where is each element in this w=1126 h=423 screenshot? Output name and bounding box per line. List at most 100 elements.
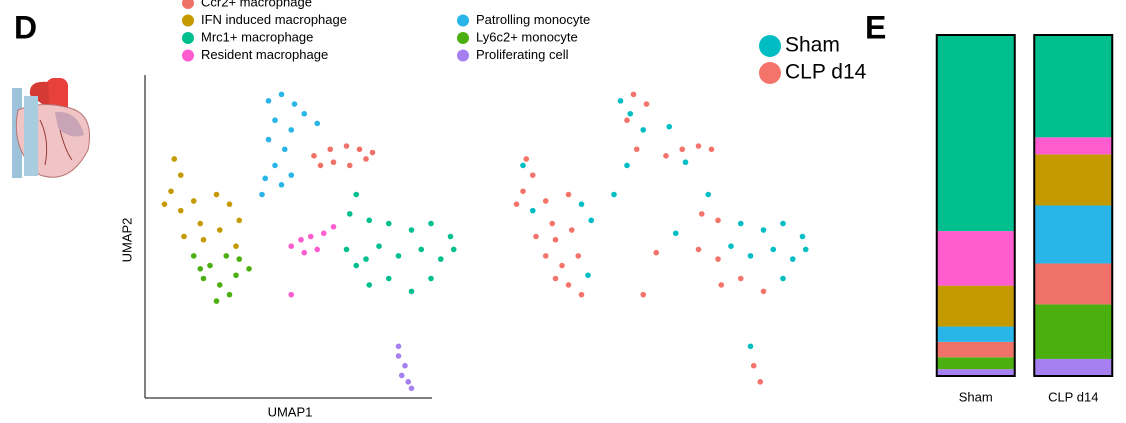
point bbox=[520, 188, 526, 195]
point bbox=[353, 191, 360, 198]
point bbox=[200, 236, 207, 243]
point bbox=[565, 191, 572, 198]
x-tick-label: CLP d14 bbox=[1048, 389, 1098, 404]
bar-outline bbox=[1033, 34, 1114, 377]
bar-segment bbox=[936, 285, 1015, 327]
point bbox=[301, 249, 308, 256]
point bbox=[317, 162, 324, 169]
bar-segment bbox=[936, 326, 1015, 342]
point bbox=[715, 256, 721, 262]
point bbox=[750, 362, 757, 369]
point bbox=[408, 385, 415, 392]
point bbox=[578, 291, 585, 298]
point bbox=[233, 272, 239, 279]
point bbox=[369, 149, 376, 156]
point bbox=[552, 236, 559, 243]
bar-outline bbox=[935, 34, 1016, 377]
point bbox=[236, 217, 243, 224]
point bbox=[366, 282, 373, 288]
point bbox=[272, 117, 278, 124]
legend-marker bbox=[457, 49, 469, 62]
point bbox=[246, 266, 252, 272]
bar-segment bbox=[936, 35, 1015, 232]
bar-segment bbox=[936, 231, 1015, 286]
point bbox=[672, 230, 679, 237]
bar-segment bbox=[1034, 154, 1113, 206]
bar-segment bbox=[936, 369, 1015, 376]
point bbox=[611, 191, 617, 198]
point bbox=[262, 175, 269, 182]
point bbox=[799, 233, 806, 240]
point bbox=[760, 227, 767, 233]
point bbox=[737, 220, 744, 227]
point bbox=[288, 291, 295, 298]
point bbox=[168, 188, 174, 195]
point bbox=[565, 282, 572, 288]
point bbox=[213, 191, 220, 198]
legend-marker bbox=[182, 0, 194, 9]
point bbox=[197, 220, 204, 227]
point bbox=[216, 282, 223, 288]
point bbox=[281, 146, 288, 153]
heart-icon bbox=[12, 78, 90, 178]
legend-label: Ccr2+ macrophage bbox=[201, 0, 312, 9]
point bbox=[330, 159, 337, 166]
point bbox=[161, 201, 168, 207]
point bbox=[780, 275, 786, 282]
point bbox=[653, 249, 660, 256]
point bbox=[385, 220, 392, 227]
point bbox=[353, 262, 360, 269]
point bbox=[679, 146, 686, 153]
point bbox=[236, 256, 243, 262]
point bbox=[630, 91, 637, 98]
point bbox=[408, 227, 415, 233]
point bbox=[314, 120, 321, 127]
point bbox=[520, 162, 526, 169]
bar-segment bbox=[1034, 358, 1113, 376]
point bbox=[366, 217, 373, 224]
point bbox=[578, 201, 585, 207]
point bbox=[226, 291, 233, 298]
bar-segment bbox=[1034, 263, 1113, 305]
point bbox=[588, 217, 595, 224]
legend-label: Sham bbox=[785, 34, 840, 57]
point bbox=[330, 224, 337, 230]
point bbox=[568, 227, 575, 233]
point bbox=[226, 201, 233, 207]
point bbox=[301, 110, 308, 117]
point bbox=[272, 162, 278, 169]
legend-marker bbox=[457, 32, 469, 44]
point bbox=[190, 198, 197, 204]
panel-label: D bbox=[14, 9, 37, 45]
x-tick-label: Sham bbox=[959, 389, 993, 404]
point bbox=[523, 156, 530, 162]
point bbox=[320, 230, 327, 237]
point bbox=[265, 98, 272, 104]
legend-label: Mrc1+ macrophage bbox=[201, 29, 313, 44]
point bbox=[197, 266, 204, 272]
point bbox=[376, 243, 382, 249]
bar-segment bbox=[1034, 137, 1113, 155]
point bbox=[395, 353, 402, 359]
legend-marker bbox=[182, 49, 194, 62]
point bbox=[311, 152, 317, 159]
point bbox=[698, 211, 705, 217]
point bbox=[428, 275, 434, 282]
point bbox=[177, 207, 184, 214]
point bbox=[346, 162, 353, 169]
point bbox=[327, 146, 334, 153]
point bbox=[216, 227, 223, 233]
bar-segment bbox=[1034, 205, 1113, 264]
point bbox=[408, 288, 415, 295]
point bbox=[643, 101, 650, 107]
point bbox=[259, 191, 265, 198]
point bbox=[207, 262, 213, 269]
point bbox=[233, 243, 239, 249]
point bbox=[223, 253, 230, 259]
bar-segment bbox=[1034, 35, 1113, 138]
point bbox=[770, 246, 777, 253]
point bbox=[640, 127, 647, 133]
point bbox=[200, 275, 207, 282]
legend-marker bbox=[759, 62, 781, 84]
point bbox=[585, 272, 591, 279]
